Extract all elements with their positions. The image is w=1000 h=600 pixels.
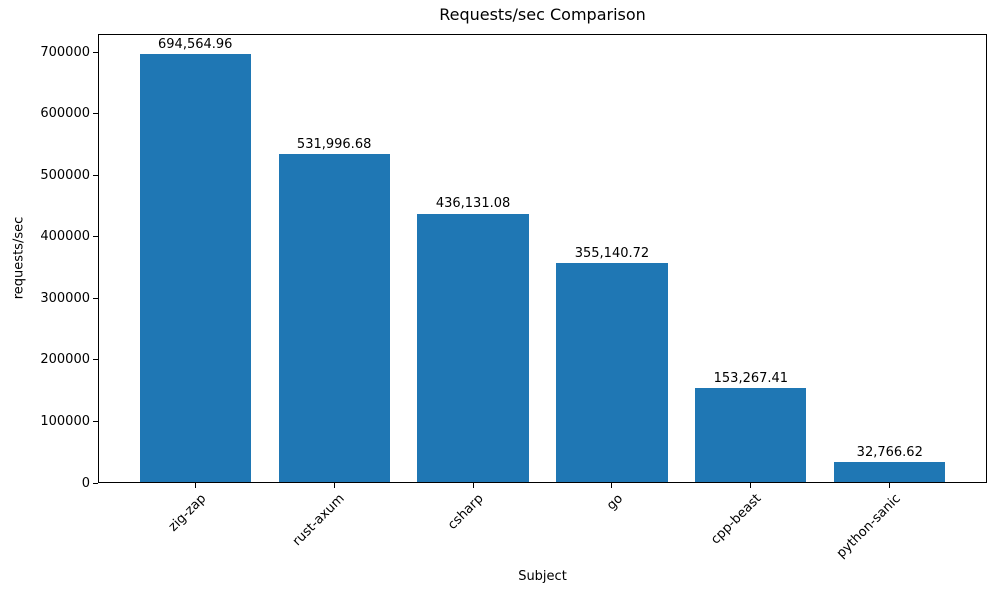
bar (278, 154, 390, 482)
x-tick-mark (194, 483, 196, 488)
bar (139, 54, 251, 482)
y-tick-label: 400000 (40, 229, 90, 245)
bar-value-label: 436,131.08 (435, 196, 511, 212)
x-tick-label: rust-axum (290, 491, 349, 550)
bar-value-label: 153,267.41 (713, 370, 789, 386)
y-axis-label: requests/sec (11, 216, 27, 300)
y-tick-mark (93, 113, 98, 115)
y-tick-label: 700000 (40, 44, 90, 60)
bar (834, 461, 946, 482)
x-tick-mark (889, 483, 891, 488)
y-tick-mark (93, 420, 98, 422)
y-tick-label: 100000 (40, 413, 90, 429)
bar-value-label: 355,140.72 (574, 246, 650, 262)
bar (695, 387, 807, 482)
y-tick-mark (93, 236, 98, 238)
x-tick-mark (750, 483, 752, 488)
y-tick-mark (93, 359, 98, 361)
plot-area (98, 34, 987, 483)
y-tick-mark (93, 51, 98, 53)
chart-title: Requests/sec Comparison (439, 5, 646, 24)
x-tick-label: python-sanic (833, 491, 904, 562)
x-tick-label: zig-zap (165, 491, 210, 535)
y-tick-label: 200000 (40, 352, 90, 368)
bar-value-label: 694,564.96 (158, 37, 233, 53)
x-axis-label: Subject (518, 569, 567, 584)
x-tick-label: csharp (445, 491, 487, 533)
x-tick-mark (472, 483, 474, 488)
x-tick-label: go (603, 491, 626, 514)
y-tick-mark (93, 482, 98, 484)
y-tick-mark (93, 174, 98, 176)
y-tick-label: 500000 (40, 167, 90, 183)
x-tick-mark (333, 483, 335, 488)
bar-value-label: 32,766.62 (856, 444, 923, 460)
bar (556, 263, 668, 482)
bar (417, 213, 529, 482)
x-tick-mark (611, 483, 613, 488)
bar-value-label: 531,996.68 (296, 137, 372, 153)
y-tick-label: 300000 (40, 290, 90, 306)
x-tick-label: cpp-beast (708, 491, 765, 548)
y-tick-label: 600000 (40, 106, 90, 122)
y-tick-mark (93, 297, 98, 299)
y-tick-label: 0 (81, 475, 90, 491)
